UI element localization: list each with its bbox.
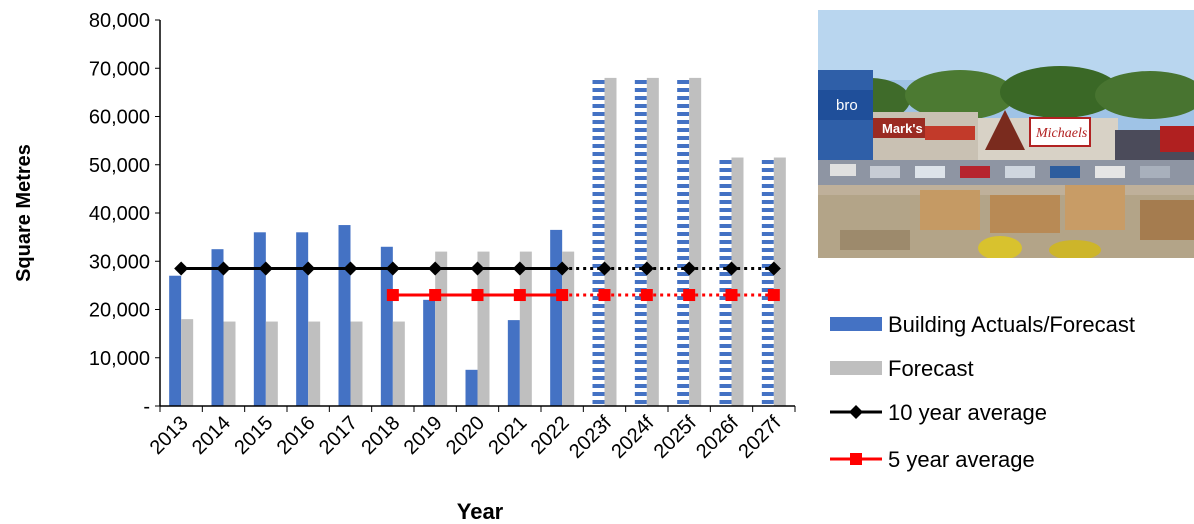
y-tick-label: 40,000 bbox=[89, 203, 150, 225]
legend-label-building-actuals-forecast: Building Actuals/Forecast bbox=[888, 312, 1135, 337]
bar-building-2023f bbox=[592, 77, 605, 407]
5-year-average-marker-2020 bbox=[471, 289, 484, 302]
legend-swatch-building-actuals-forecast bbox=[830, 317, 882, 331]
5-year-average-marker-2027f bbox=[767, 289, 780, 302]
5-year-average-marker-2025f bbox=[683, 289, 696, 302]
10-year-average-marker-2025f bbox=[682, 261, 697, 276]
bar-building-2025f bbox=[677, 77, 690, 407]
x-axis-title: Year bbox=[457, 499, 504, 524]
10-year-average-marker-2023f bbox=[597, 261, 612, 276]
y-tick-label: 80,000 bbox=[89, 10, 150, 32]
5-year-average-marker-2021 bbox=[513, 289, 526, 302]
bar-building-2024f bbox=[634, 77, 647, 407]
bar-forecast-2021 bbox=[519, 251, 532, 406]
x-tick-label: 2018 bbox=[357, 412, 404, 459]
bar-building-2017 bbox=[338, 225, 351, 406]
x-tick-label: 2026f bbox=[692, 412, 743, 463]
legend-marker-10-year-average bbox=[849, 405, 863, 419]
bar-forecast-2013 bbox=[181, 319, 194, 406]
photo-sign-michaels: Michaels bbox=[1035, 126, 1088, 141]
5-year-average-marker-2022 bbox=[556, 289, 569, 302]
bar-building-2027f bbox=[761, 157, 774, 406]
bar-building-2014 bbox=[211, 249, 224, 406]
10-year-average-marker-2017 bbox=[343, 261, 358, 276]
y-tick-label: 50,000 bbox=[89, 155, 150, 177]
photo-sign-marks: Mark's bbox=[882, 121, 923, 136]
legend-label-forecast: Forecast bbox=[888, 356, 974, 381]
10-year-average-marker-2027f bbox=[766, 261, 781, 276]
10-year-average-marker-2026f bbox=[724, 261, 739, 276]
x-tick-label: 2019 bbox=[400, 412, 447, 459]
legend-swatch-forecast bbox=[830, 361, 882, 375]
y-tick-label: 70,000 bbox=[89, 58, 150, 80]
bar-forecast-2018 bbox=[392, 321, 405, 406]
legend-marker-5-year-average bbox=[850, 453, 862, 465]
10-year-average-marker-2015 bbox=[258, 261, 273, 276]
y-axis-title: Square Metres bbox=[13, 144, 35, 282]
5-year-average-marker-2026f bbox=[725, 289, 738, 302]
y-tick-label: - bbox=[143, 396, 150, 418]
10-year-average-marker-2013 bbox=[174, 261, 189, 276]
bar-forecast-2015 bbox=[265, 321, 278, 406]
bar-forecast-2022 bbox=[562, 251, 575, 406]
10-year-average-marker-2022 bbox=[555, 261, 570, 276]
x-tick-label: 2016 bbox=[273, 412, 320, 459]
x-tick-label: 2017 bbox=[315, 412, 362, 459]
photo-sign-bro: bro bbox=[836, 97, 858, 114]
5-year-average-marker-2019 bbox=[429, 289, 442, 302]
bar-forecast-2017 bbox=[350, 321, 363, 406]
storefront-photo: bro Mark's Michaels bbox=[818, 10, 1194, 258]
10-year-average-marker-2014 bbox=[216, 261, 231, 276]
y-tick-label: 20,000 bbox=[89, 300, 150, 322]
y-tick-label: 10,000 bbox=[89, 348, 150, 370]
bar-building-2020 bbox=[465, 369, 478, 406]
bar-forecast-2023f bbox=[604, 77, 617, 407]
bar-forecast-2024f bbox=[646, 77, 659, 407]
legend: Building Actuals/Forecast Forecast 10 year… bbox=[830, 312, 1135, 472]
5-year-average-marker-2024f bbox=[640, 289, 653, 302]
bar-forecast-2019 bbox=[435, 251, 448, 406]
10-year-average-marker-2020 bbox=[470, 261, 485, 276]
legend-label-10-year-average: 10 year average bbox=[888, 400, 1047, 425]
bar-forecast-2027f bbox=[773, 157, 786, 406]
bar-building-2022 bbox=[550, 229, 563, 406]
x-tick-label: 2021 bbox=[484, 412, 531, 459]
x-tick-label: 2014 bbox=[188, 412, 235, 459]
bar-building-2019 bbox=[423, 299, 436, 406]
10-year-average-marker-2021 bbox=[512, 261, 527, 276]
x-tick-label: 2015 bbox=[230, 412, 277, 459]
bar-forecast-2026f bbox=[731, 157, 744, 406]
x-tick-label: 2027f bbox=[734, 412, 785, 463]
bar-building-2026f bbox=[719, 157, 732, 406]
legend-label-5-year-average: 5 year average bbox=[888, 447, 1035, 472]
10-year-average-marker-2018 bbox=[385, 261, 400, 276]
y-tick-label: 60,000 bbox=[89, 107, 150, 129]
bar-building-2015 bbox=[253, 232, 266, 406]
x-tick-label: 2025f bbox=[650, 412, 701, 463]
bar-forecast-2025f bbox=[689, 77, 702, 407]
bar-forecast-2014 bbox=[223, 321, 236, 406]
bar-building-2013 bbox=[169, 275, 182, 406]
bar-building-2018 bbox=[380, 246, 393, 406]
bar-forecast-2020 bbox=[477, 251, 490, 406]
y-tick-label: 30,000 bbox=[89, 251, 150, 273]
10-year-average-marker-2016 bbox=[301, 261, 316, 276]
10-year-average-marker-2024f bbox=[639, 261, 654, 276]
bar-forecast-2016 bbox=[308, 321, 321, 406]
bar-building-2016 bbox=[296, 232, 309, 406]
x-tick-label: 2022 bbox=[527, 412, 574, 459]
x-tick-label: 2023f bbox=[565, 412, 616, 463]
5-year-average-marker-2023f bbox=[598, 289, 611, 302]
x-tick-label: 2020 bbox=[442, 412, 489, 459]
x-tick-label: 2024f bbox=[607, 412, 658, 463]
5-year-average-marker-2018 bbox=[386, 289, 399, 302]
bar-building-2021 bbox=[507, 320, 520, 406]
x-tick-label: 2013 bbox=[146, 412, 193, 459]
10-year-average-marker-2019 bbox=[428, 261, 443, 276]
